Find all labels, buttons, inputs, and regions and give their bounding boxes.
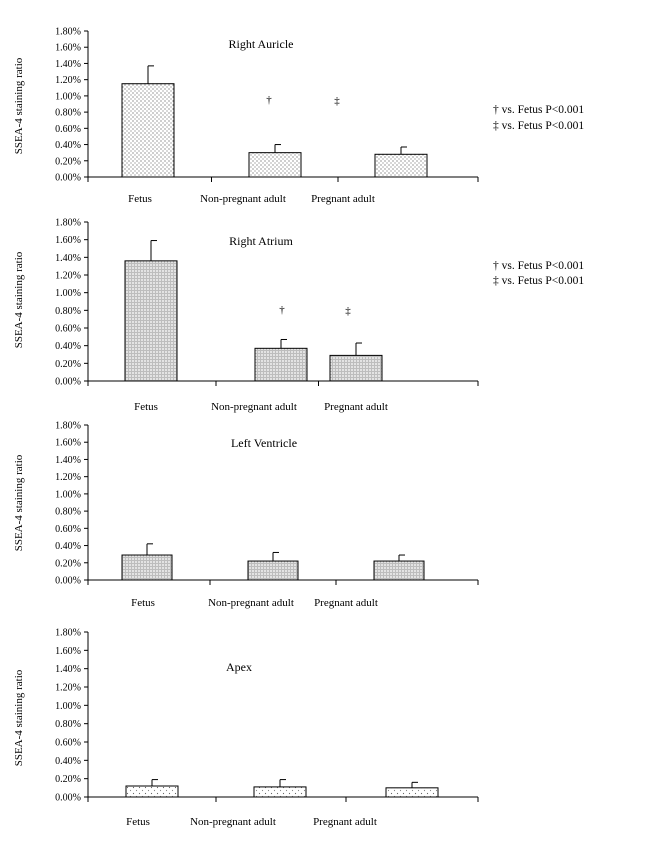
y-tick-label: 0.60%	[55, 524, 81, 535]
y-tick-label: 1.20%	[55, 271, 81, 282]
y-tick-label: 0.60%	[55, 738, 81, 749]
annotation-dagger: †	[266, 94, 272, 106]
y-tick-label: 1.00%	[55, 489, 81, 500]
y-tick-label: 1.60%	[55, 43, 81, 54]
y-tick-label: 1.80%	[55, 218, 81, 229]
y-tick-label: 0.20%	[55, 359, 81, 370]
bar	[373, 560, 425, 581]
y-tick-label: 0.60%	[55, 324, 81, 335]
panel-title: Right Atrium	[229, 234, 293, 248]
bar	[374, 153, 428, 178]
y-axis-label: SSEA-4 staining ratio	[13, 57, 25, 154]
category-label-pregnant-adult: Pregnant adult	[311, 193, 375, 205]
legend-entry-double-dagger: ‡ vs. Fetus P<0.001	[493, 120, 584, 132]
y-tick-label: 1.80%	[55, 27, 81, 38]
y-tick-label: 1.60%	[55, 438, 81, 449]
panel-right-atrium: Right Atrium SSEA-4 staining ratio † ‡ †…	[13, 218, 584, 414]
y-tick-label: 1.00%	[55, 91, 81, 102]
bar	[124, 260, 178, 382]
bar	[248, 152, 302, 178]
y-tick-label: 0.00%	[55, 793, 81, 804]
category-label-pregnant-adult: Pregnant adult	[314, 597, 378, 609]
annotation-double-dagger: ‡	[345, 305, 351, 317]
y-axis-label: SSEA-4 staining ratio	[13, 669, 25, 766]
y-tick-label: 0.60%	[55, 124, 81, 135]
bar	[385, 787, 439, 798]
panel-title: Apex	[226, 660, 252, 674]
y-tick-label: 1.20%	[55, 472, 81, 483]
bar	[121, 83, 175, 178]
y-tick-label: 1.60%	[55, 235, 81, 246]
y-tick-label: 0.20%	[55, 774, 81, 785]
category-label-pregnant-adult: Pregnant adult	[324, 401, 388, 413]
y-tick-label: 1.20%	[55, 683, 81, 694]
category-label-non-pregnant-adult: Non-pregnant adult	[208, 597, 294, 609]
bar	[125, 785, 179, 798]
y-tick-label: 0.20%	[55, 558, 81, 569]
y-tick-label: 0.80%	[55, 507, 81, 518]
panel-title: Right Auricle	[229, 37, 294, 51]
y-tick-label: 0.80%	[55, 719, 81, 730]
y-tick-label: 0.80%	[55, 108, 81, 119]
bar	[254, 347, 308, 382]
category-label-non-pregnant-adult: Non-pregnant adult	[190, 816, 276, 828]
y-tick-label: 1.40%	[55, 664, 81, 675]
y-axis-label: SSEA-4 staining ratio	[13, 251, 25, 348]
y-tick-label: 0.20%	[55, 156, 81, 167]
y-tick-label: 0.40%	[55, 341, 81, 352]
y-tick-label: 1.00%	[55, 701, 81, 712]
panel-title: Left Ventricle	[231, 436, 297, 450]
bar	[253, 786, 307, 798]
panel-apex: Apex SSEA-4 staining ratio Fetus Non-pre…	[13, 628, 479, 828]
y-tick-label: 0.00%	[55, 173, 81, 184]
category-label-fetus: Fetus	[134, 401, 158, 413]
category-label-non-pregnant-adult: Non-pregnant adult	[200, 193, 286, 205]
category-label-fetus: Fetus	[131, 597, 155, 609]
y-tick-label: 1.80%	[55, 421, 81, 432]
y-tick-label: 1.60%	[55, 646, 81, 657]
y-tick-label: 1.40%	[55, 253, 81, 264]
y-tick-label: 0.00%	[55, 576, 81, 587]
category-label-fetus: Fetus	[126, 816, 150, 828]
bar	[329, 354, 383, 382]
y-tick-label: 1.40%	[55, 455, 81, 466]
panel-right-auricle: Right Auricle SSEA-4 staining ratio † ‡ …	[13, 27, 584, 206]
category-label-non-pregnant-adult: Non-pregnant adult	[211, 401, 297, 413]
legend-entry-double-dagger: ‡ vs. Fetus P<0.001	[493, 275, 584, 287]
legend-entry-dagger: † vs. Fetus P<0.001	[493, 260, 584, 272]
annotation-double-dagger: ‡	[334, 95, 340, 107]
y-tick-label: 1.40%	[55, 59, 81, 70]
y-tick-label: 0.00%	[55, 377, 81, 388]
y-tick-label: 0.40%	[55, 756, 81, 767]
category-label-fetus: Fetus	[128, 193, 152, 205]
bar	[121, 554, 173, 581]
y-tick-label: 1.20%	[55, 75, 81, 86]
bar	[247, 560, 299, 581]
y-axis-label: SSEA-4 staining ratio	[13, 454, 25, 551]
y-tick-label: 0.40%	[55, 140, 81, 151]
panel-left-ventricle: Left Ventricle SSEA-4 staining ratio Fet…	[13, 421, 479, 609]
category-label-pregnant-adult: Pregnant adult	[313, 816, 377, 828]
y-tick-label: 0.40%	[55, 541, 81, 552]
legend-entry-dagger: † vs. Fetus P<0.001	[493, 104, 584, 116]
y-tick-label: 1.80%	[55, 628, 81, 639]
y-tick-label: 0.80%	[55, 306, 81, 317]
annotation-dagger: †	[279, 304, 285, 316]
y-tick-label: 1.00%	[55, 288, 81, 299]
